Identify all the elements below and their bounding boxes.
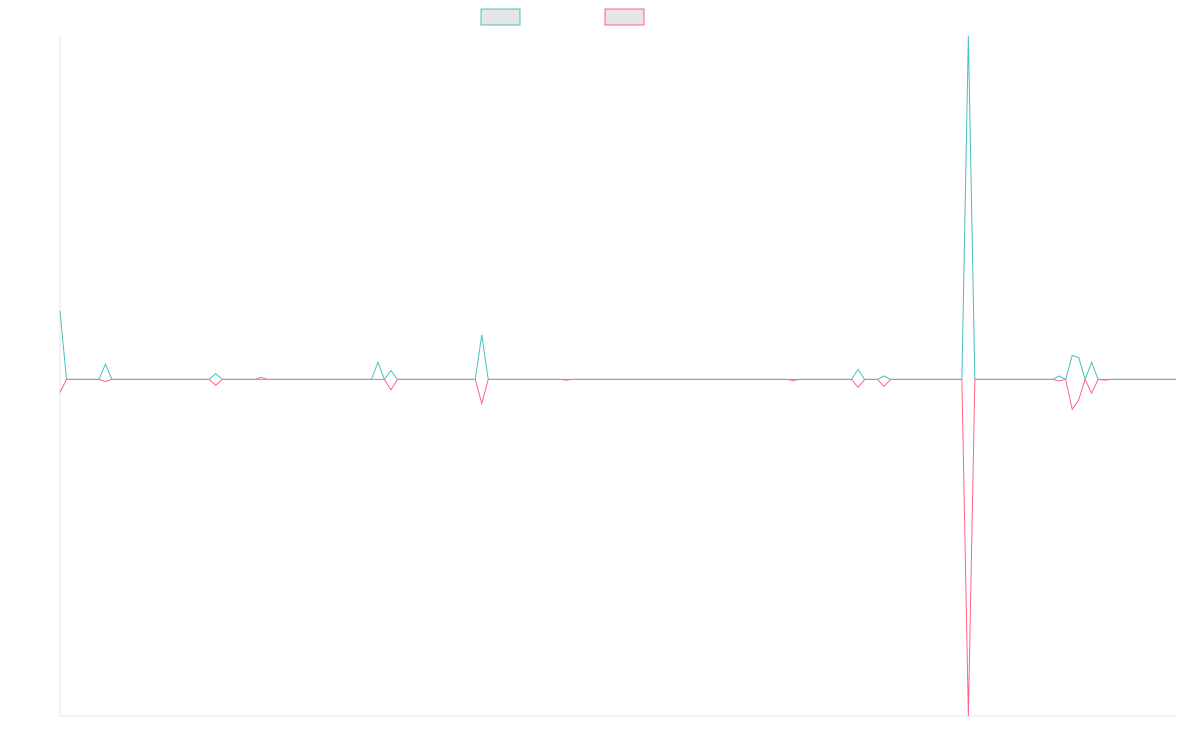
- legend-swatch: [480, 8, 521, 26]
- data-line: [59, 376, 1176, 717]
- legend-swatch: [604, 8, 645, 26]
- data-line: [59, 35, 1176, 381]
